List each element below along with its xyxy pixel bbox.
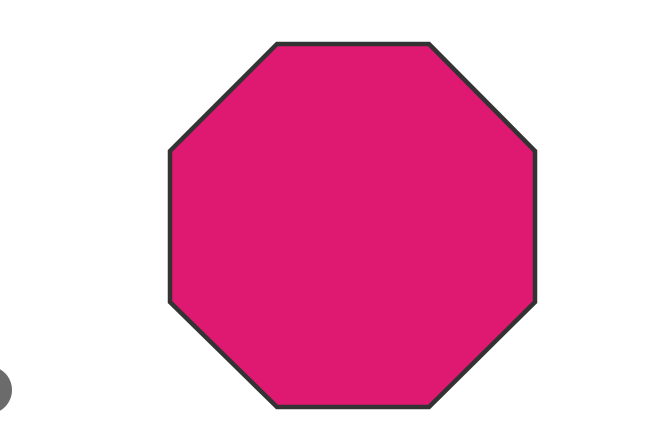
octagon-shape bbox=[167, 41, 538, 410]
circle-button-icon[interactable] bbox=[0, 366, 12, 414]
